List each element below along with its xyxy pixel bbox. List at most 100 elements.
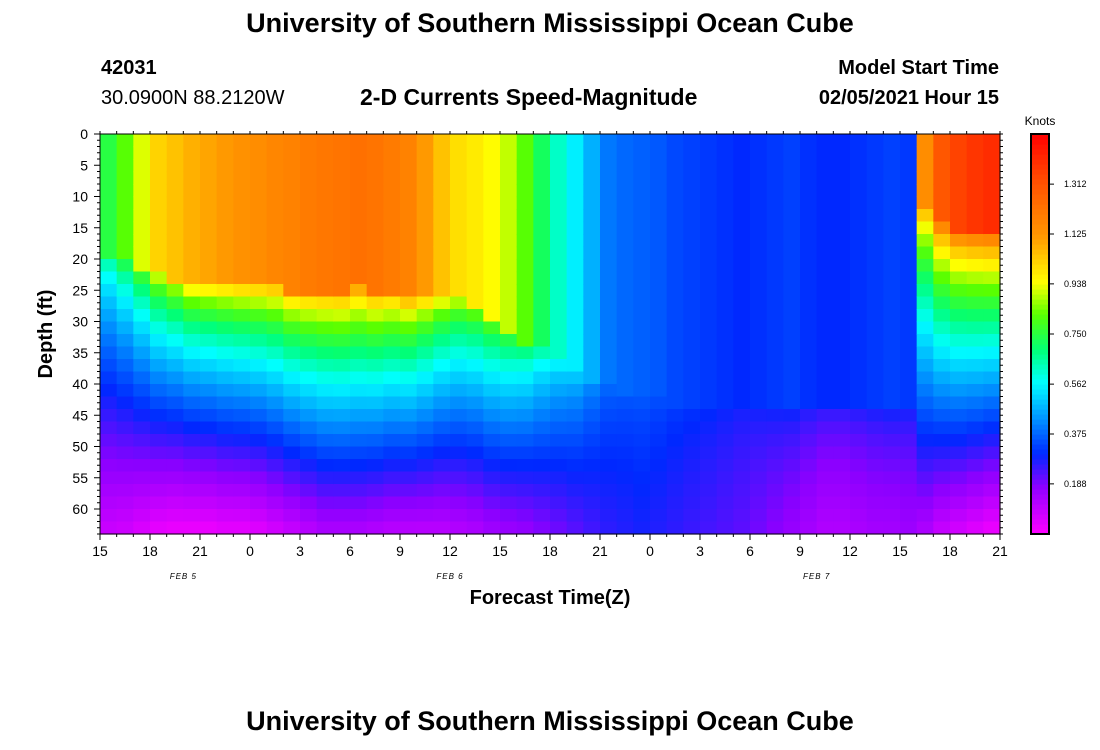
heatmap-cell: [733, 246, 751, 260]
colorbar-swatch: [1031, 154, 1049, 160]
heatmap-cell: [983, 196, 1001, 210]
heatmap-cell: [283, 246, 301, 260]
heatmap-cell: [866, 484, 884, 498]
heatmap-cell: [366, 371, 384, 385]
heatmap-cell: [600, 396, 618, 410]
heatmap-cell: [416, 134, 434, 148]
heatmap-cell: [950, 321, 968, 335]
heatmap-cell: [483, 396, 501, 410]
heatmap-cell: [800, 259, 818, 273]
heatmap-cell: [500, 196, 518, 210]
heatmap-cell: [816, 271, 834, 285]
heatmap-cell: [383, 146, 401, 160]
heatmap-cell: [816, 209, 834, 223]
heatmap-cell: [516, 271, 534, 285]
heatmap-cell: [750, 259, 768, 273]
heatmap-cell: [450, 271, 468, 285]
heatmap-cell: [916, 334, 934, 348]
heatmap-cell: [200, 509, 218, 523]
heatmap-cell: [833, 396, 851, 410]
heatmap-cell: [683, 171, 701, 185]
heatmap-cell: [616, 309, 634, 323]
heatmap-cell: [666, 459, 684, 473]
heatmap-cell: [516, 409, 534, 423]
heatmap-cell: [250, 271, 268, 285]
heatmap-cell: [416, 259, 434, 273]
heatmap-cell: [916, 134, 934, 148]
heatmap-cell: [100, 521, 118, 535]
colorbar-swatch: [1031, 519, 1049, 525]
heatmap-cell: [733, 146, 751, 160]
heatmap-cell: [366, 134, 384, 148]
heatmap-cell: [333, 396, 351, 410]
colorbar-swatch: [1031, 529, 1049, 535]
heatmap-cell: [550, 134, 568, 148]
heatmap-cell: [233, 284, 251, 298]
heatmap-cell: [166, 346, 184, 360]
heatmap-cell: [483, 146, 501, 160]
heatmap-cell: [566, 521, 584, 535]
heatmap-cell: [333, 234, 351, 248]
heatmap-cell: [333, 259, 351, 273]
heatmap-cell: [933, 346, 951, 360]
heatmap-cell: [516, 496, 534, 510]
heatmap-cell: [733, 334, 751, 348]
heatmap-cell: [750, 221, 768, 235]
heatmap-cell: [283, 434, 301, 448]
heatmap-cell: [183, 421, 201, 435]
heatmap-cell: [633, 434, 651, 448]
heatmap-cell: [133, 371, 151, 385]
heatmap-cell: [383, 396, 401, 410]
heatmap-cell: [683, 284, 701, 298]
heatmap-cell: [666, 271, 684, 285]
heatmap-cell: [116, 396, 134, 410]
heatmap-cell: [283, 309, 301, 323]
colorbar-swatch: [1031, 439, 1049, 445]
heatmap-cell: [183, 434, 201, 448]
heatmap-cell: [983, 471, 1001, 485]
heatmap-cell: [816, 371, 834, 385]
heatmap-cell: [266, 446, 284, 460]
heatmap-cell: [733, 171, 751, 185]
heatmap-cell: [433, 459, 451, 473]
heatmap-cell: [600, 496, 618, 510]
heatmap-cell: [983, 346, 1001, 360]
heatmap-cell: [466, 271, 484, 285]
heatmap-cell: [966, 309, 984, 323]
colorbar-swatch: [1031, 134, 1049, 140]
heatmap-cell: [400, 171, 418, 185]
heatmap-cell: [450, 234, 468, 248]
heatmap-cell: [600, 246, 618, 260]
colorbar-swatch: [1031, 179, 1049, 185]
heatmap-cell: [666, 184, 684, 198]
heatmap-cell: [600, 309, 618, 323]
heatmap-cell: [383, 409, 401, 423]
heatmap-cell: [283, 334, 301, 348]
heatmap-cell: [916, 209, 934, 223]
heatmap-cell: [766, 184, 784, 198]
heatmap-cell: [433, 521, 451, 535]
x-axis-title: Forecast Time(Z): [470, 587, 631, 609]
heatmap-cell: [700, 434, 718, 448]
heatmap-cell: [766, 146, 784, 160]
heatmap-cell: [750, 171, 768, 185]
heatmap-cell: [600, 234, 618, 248]
colorbar-swatch: [1031, 304, 1049, 310]
heatmap-cell: [950, 146, 968, 160]
heatmap-cell: [416, 234, 434, 248]
heatmap-cell: [533, 159, 551, 173]
heatmap-cell: [400, 421, 418, 435]
heatmap-cell: [850, 371, 868, 385]
heatmap-cell: [666, 421, 684, 435]
heatmap-cell: [416, 284, 434, 298]
heatmap-cell: [716, 296, 734, 310]
heatmap-cell: [483, 296, 501, 310]
heatmap-cell: [200, 321, 218, 335]
heatmap-cell: [533, 296, 551, 310]
heatmap-cell: [700, 459, 718, 473]
heatmap-cell: [350, 184, 368, 198]
heatmap-cell: [833, 259, 851, 273]
heatmap-cell: [533, 196, 551, 210]
heatmap-cell: [116, 459, 134, 473]
heatmap-cell: [966, 296, 984, 310]
